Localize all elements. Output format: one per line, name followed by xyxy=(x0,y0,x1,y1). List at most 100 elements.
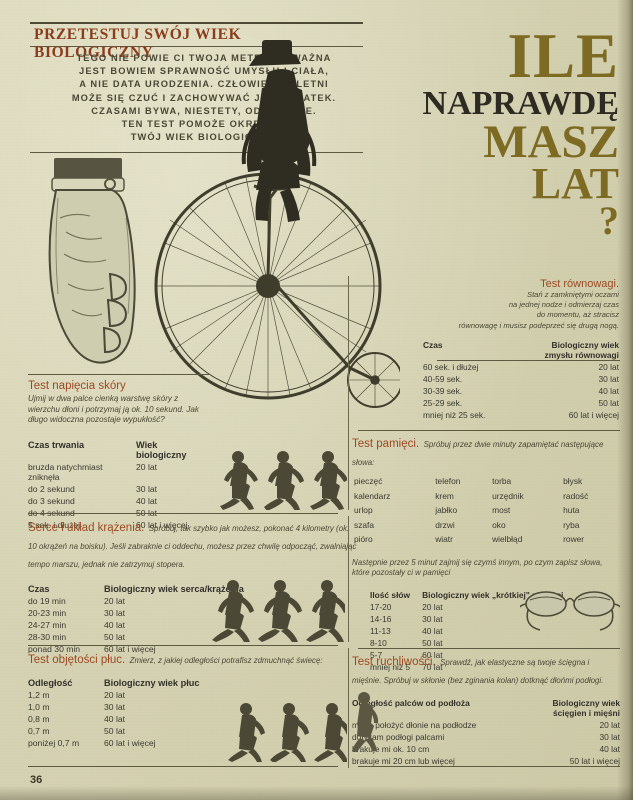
lung-distance: 0,8 m xyxy=(28,714,50,725)
intro-line: MOŻE SIĘ CZUĆ I ZACHOWYWAĆ JAK 40-LATEK. xyxy=(71,92,337,103)
page-number: 36 xyxy=(30,774,43,786)
running-figures-sequence-heart xyxy=(205,578,345,642)
skin-age: 60 lat i więcej xyxy=(136,520,188,531)
heart-time: do 19 min xyxy=(28,596,66,607)
memory-word: jabłko xyxy=(435,505,458,516)
memory-count: 14-16 xyxy=(370,613,392,624)
hand-illustration xyxy=(30,158,160,388)
table-row: 0,8 m 40 lat xyxy=(28,714,199,726)
memory-count: mniej niż 5 xyxy=(370,662,411,673)
words-row: pieczęć telefon torba błysk xyxy=(354,476,618,489)
intro-line: CZASAMI BYWA, NIESTETY, ODWROTNIE. xyxy=(91,105,317,116)
table-row: 8-10 50 lat xyxy=(370,638,606,650)
memory-test-heading: Test pamięci. xyxy=(352,438,420,450)
title-line-masz: MASZ xyxy=(483,116,619,169)
lung-distance: poniżej 0,7 m xyxy=(28,738,80,749)
page-bottom-shadow xyxy=(0,786,633,800)
intro-bottom-rule xyxy=(30,152,363,153)
balance-desc-line: Stań z zamkniętymi oczami xyxy=(527,290,619,299)
table-header-row: Odległość Biologiczny wiek płuc xyxy=(28,678,199,690)
table-row: mniej niż 5 70 lat xyxy=(370,662,606,674)
intro-line: TEN TEST POMOŻE OKREŚLIĆ xyxy=(121,119,287,130)
mobility-distance: dotykam podłogi palcami xyxy=(352,732,445,743)
memory-word: krem xyxy=(435,490,454,501)
lung-distance: 1,0 m xyxy=(28,702,50,713)
mobility-col-age: Biologiczny wiek ścięgien i mięśni xyxy=(526,698,620,720)
mobility-top-rule xyxy=(358,648,620,649)
heart-test-table: Czas Biologiczny wiek serca/krążenia do … xyxy=(28,584,244,657)
mobility-test-section: Test ruchliwości. Sprawdź, jak elastyczn… xyxy=(352,652,620,768)
memory-age: 70 lat xyxy=(422,662,443,673)
header-top-rule xyxy=(30,22,363,24)
memory-word: pieczęć xyxy=(354,476,383,486)
memory-word: oko xyxy=(492,519,506,530)
memory-word: szafa xyxy=(354,519,375,530)
balance-desc-line: równowagę i musisz podeprzeć się drugą n… xyxy=(458,320,619,330)
table-header-row: Ilość słów Biologiczny wiek „krótkiej" p… xyxy=(370,590,606,602)
memory-word: kalendarz xyxy=(354,490,391,501)
table-row: dotykam podłogi palcami 30 lat xyxy=(352,732,620,744)
balance-age: 30 lat xyxy=(598,374,620,384)
memory-word: ryba xyxy=(563,519,580,530)
running-figures-sequence-skin xyxy=(212,448,347,510)
heart-test-heading: Serce i układ krążenia. xyxy=(28,522,145,534)
heart-age: 60 lat i więcej xyxy=(104,644,156,655)
words-row: kalendarz krem urzędnik radość xyxy=(354,491,618,504)
skin-age: 40 lat xyxy=(136,496,158,507)
title-line-lat: LAT xyxy=(531,159,619,209)
memory-col-age: Biologiczny wiek „krótkiej" pamięci xyxy=(422,589,564,600)
mobility-distance: brakuje mi 20 cm lub więcej xyxy=(352,756,455,767)
table-row: 14-16 30 lat xyxy=(370,614,606,626)
balance-col-age-line2: zmysłu równowagi xyxy=(544,349,619,360)
balance-desc-line: do momentu, aż stracisz xyxy=(536,310,619,320)
memory-count: 8-10 xyxy=(370,638,387,649)
mobility-age: 30 lat xyxy=(599,732,621,743)
lung-top-rule xyxy=(28,645,338,646)
memory-word: urlop xyxy=(354,505,373,516)
mobility-test-description: Sprawdź, jak elastyczne są twoje ścięgna… xyxy=(352,658,604,685)
balance-age: 60 lat i więcej xyxy=(568,410,619,421)
memory-count: 5-7 xyxy=(370,650,383,661)
lung-test-table: Odległość Biologiczny wiek płuc 1,2 m 20 … xyxy=(28,678,199,751)
intro-paragraph: TEGO NIE POWIE CI TWOJA METRYKA. WAŻNA J… xyxy=(44,52,364,144)
heart-age: 40 lat xyxy=(104,620,126,631)
skin-duration: do 2 sekund xyxy=(28,483,75,494)
skin-col-age: Wiek biologiczny xyxy=(136,439,187,460)
table-row: 28-30 min 50 lat xyxy=(28,632,244,644)
skin-duration: do 3 sekund xyxy=(28,496,75,507)
balance-time: 40-59 sek. xyxy=(423,374,463,384)
memory-age: 30 lat xyxy=(422,613,443,624)
intro-line: JEST BOWIEM SPRAWNOŚĆ UMYSŁU I CIAŁA, xyxy=(79,66,329,77)
mobility-age: 40 lat xyxy=(599,744,621,755)
memory-word: rower xyxy=(563,534,585,545)
balance-test-description: Stań z zamkniętymi oczami na jednej nodz… xyxy=(423,290,619,331)
table-row: poniżej 0,7 m 60 lat i więcej xyxy=(28,738,199,750)
intro-line: TEGO NIE POWIE CI TWOJA METRYKA. WAŻNA xyxy=(76,53,332,63)
balance-test-section: Test równowagi. Stań z zamkniętymi oczam… xyxy=(423,278,619,422)
memory-word: most xyxy=(492,505,511,516)
lung-col-distance: Odległość xyxy=(28,678,73,688)
memory-word: huta xyxy=(563,505,580,516)
lung-age: 50 lat xyxy=(104,726,126,737)
balance-col-time: Czas xyxy=(423,339,443,350)
table-row: bruzda natychmiast zniknęła 20 lat xyxy=(28,462,210,484)
skin-col-duration: Czas trwania xyxy=(28,439,85,450)
balance-time: 60 sek. i dłużej xyxy=(423,361,479,372)
memory-word: urzędnik xyxy=(492,490,524,501)
lung-bottom-rule xyxy=(28,766,338,767)
heart-heading-row: Serce i układ krążenia. Spróbuj, tak szy… xyxy=(28,518,358,572)
mobility-distance: brakuje mi ok. 10 cm xyxy=(352,744,430,755)
lung-age: 20 lat xyxy=(104,690,126,701)
memory-word: wiatr xyxy=(435,534,453,545)
page-right-shadow xyxy=(617,0,633,800)
lung-age: 30 lat xyxy=(104,702,126,713)
lung-test-heading: Test objętości płuc. xyxy=(28,654,126,666)
intro-line: TWÓJ WIEK BIOLOGICZNY. xyxy=(130,132,278,143)
skin-age: 30 lat xyxy=(136,483,158,494)
table-header-row: Czas trwania Wiek biologiczny xyxy=(28,440,210,462)
lung-age: 40 lat xyxy=(104,714,126,725)
memory-test-section: Test pamięci. Spróbuj przez dwie minuty … xyxy=(352,434,620,674)
table-row: 20-23 min 30 lat xyxy=(28,608,244,620)
table-row: brakuje mi 20 cm lub więcej 50 lat i więc… xyxy=(352,756,620,768)
